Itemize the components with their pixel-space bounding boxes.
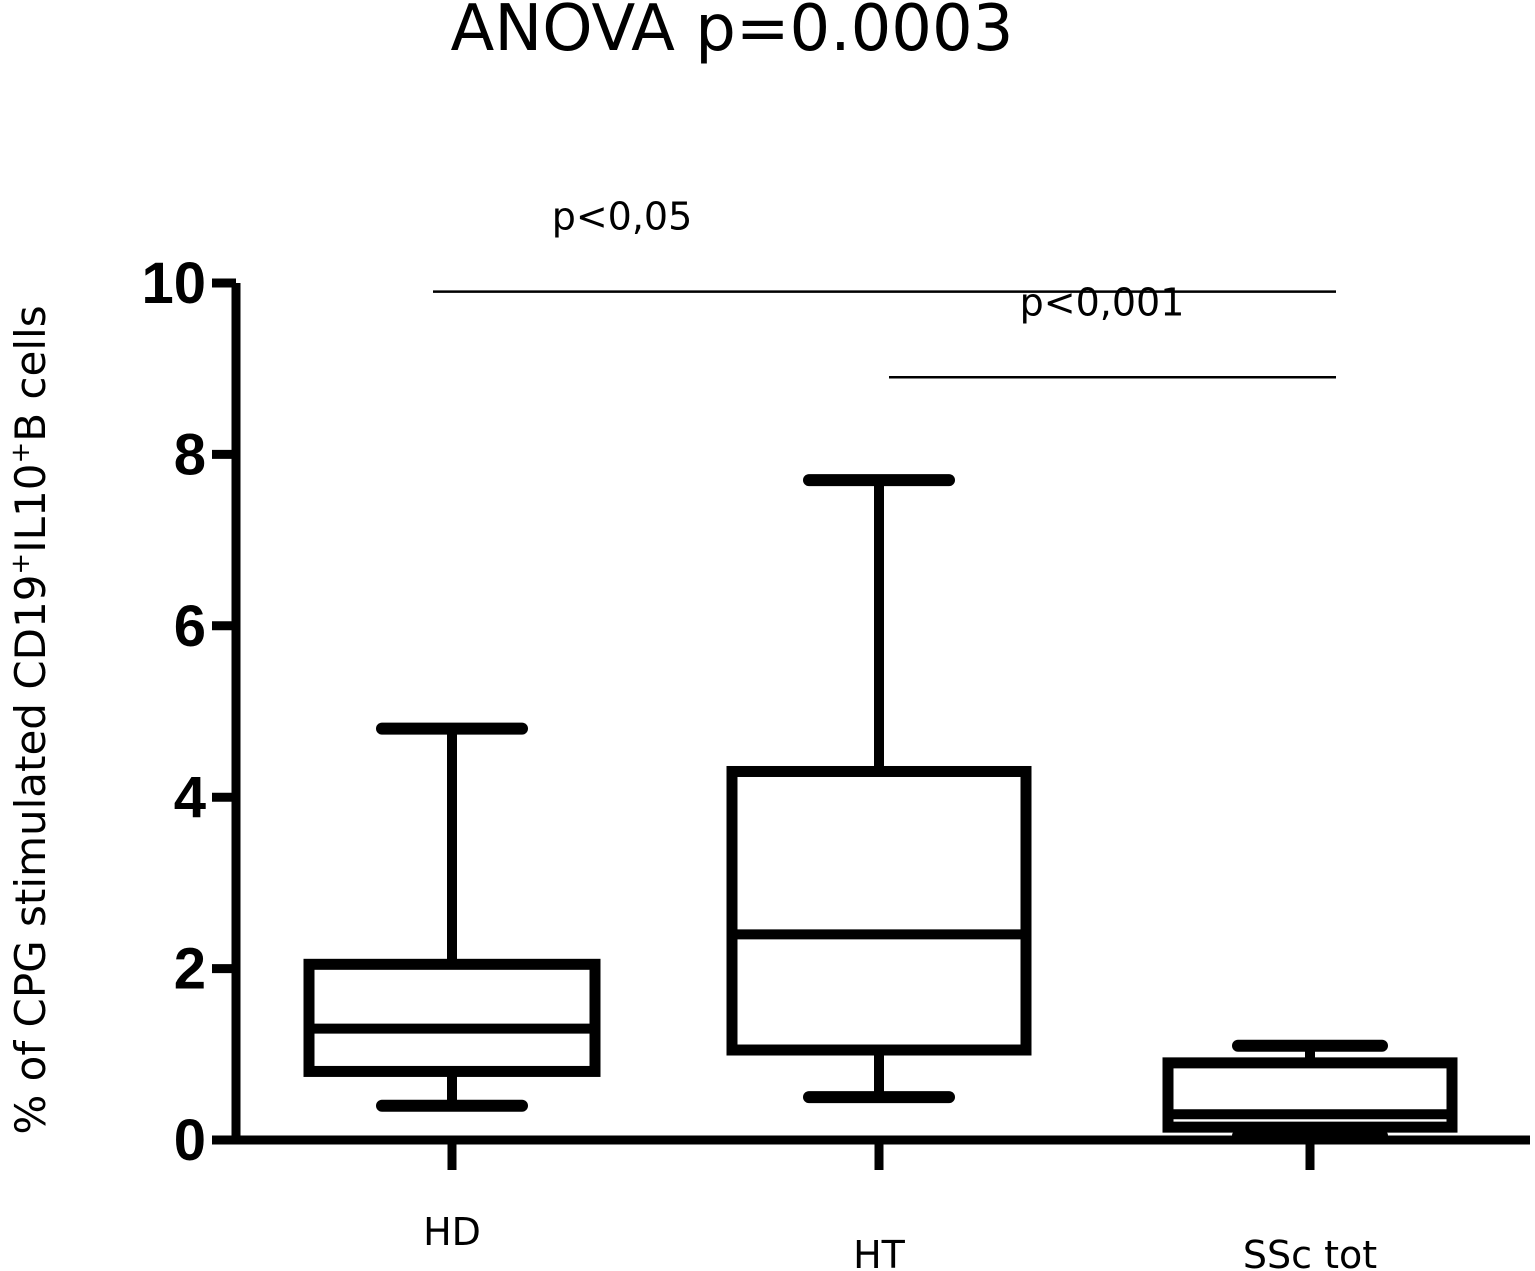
box-ht <box>726 474 1032 1104</box>
x-category-label: HD <box>423 1210 481 1254</box>
y-axis-label-sup-2: + <box>6 442 36 464</box>
y-tick-label: 2 <box>174 937 206 1002</box>
y-tick-label: 4 <box>174 765 206 830</box>
boxes <box>303 474 1458 1142</box>
box-ssc-tot <box>1162 1039 1458 1142</box>
y-axis-label-part-2: IL10 <box>6 464 55 553</box>
y-tick-label: 8 <box>174 422 206 487</box>
significance-label: p<0,001 <box>1020 280 1185 324</box>
y-tick-label: 10 <box>141 251 206 316</box>
y-axis-label-part-1: % of CPG stimulated CD19 <box>6 575 55 1135</box>
x-category-label: SSc tot <box>1243 1233 1377 1271</box>
y-axis-label-sup-1: + <box>6 553 36 575</box>
iqr-box <box>303 958 601 1077</box>
y-tick-label: 6 <box>174 594 206 659</box>
box-hd <box>303 722 601 1112</box>
y-tick-label: 0 <box>174 1108 206 1173</box>
y-axis-label: % of CPG stimulated CD19+IL10+B cells <box>6 305 55 1134</box>
y-axis-label-part-3: B cells <box>6 305 55 441</box>
x-category-label: HT <box>853 1233 906 1271</box>
significance-annotations: p<0,05 p<0,001 <box>433 195 1336 379</box>
significance-label: p<0,05 <box>552 195 693 239</box>
iqr-box <box>726 765 1032 1056</box>
chart-title: ANOVA p=0.0003 <box>451 0 1014 66</box>
axes: 0 2 4 6 8 10 HD HT SSc tot <box>141 251 1530 1271</box>
iqr-box <box>1162 1057 1458 1133</box>
